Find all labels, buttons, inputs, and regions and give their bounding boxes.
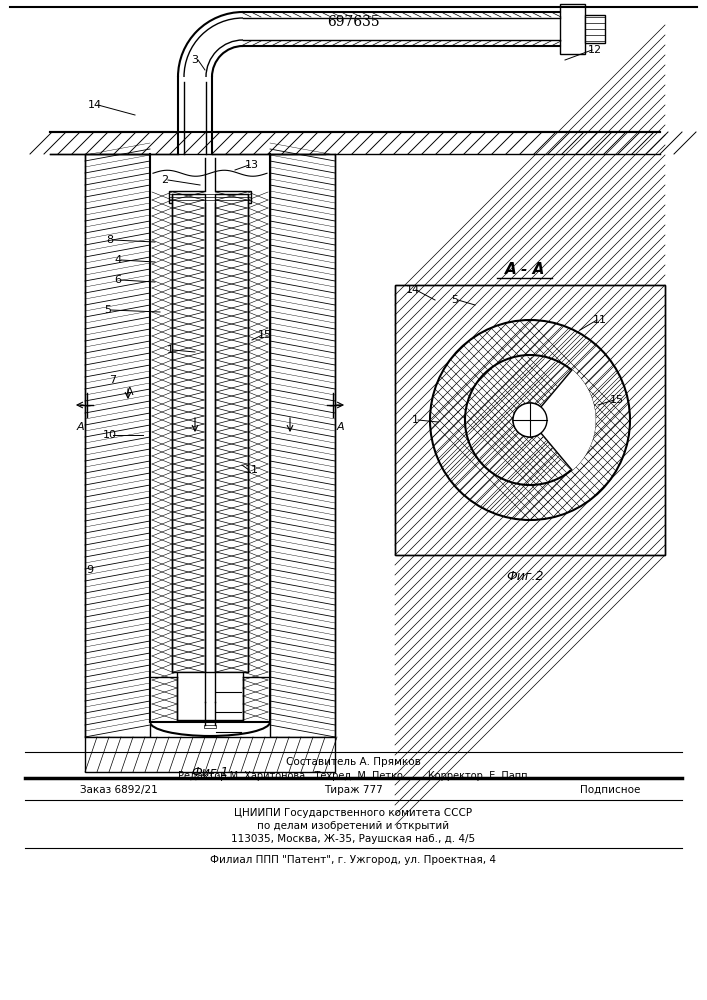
Circle shape: [513, 403, 547, 437]
Text: 13: 13: [245, 160, 259, 170]
Text: A: A: [126, 387, 134, 397]
Bar: [151, 154, 269, 189]
Bar: [85, 154, 150, 737]
Text: Заказ 6892/21: Заказ 6892/21: [80, 785, 158, 795]
Bar: [172, 194, 205, 672]
Text: Филиал ППП "Патент", г. Ужгород, ул. Проектная, 4: Филиал ППП "Патент", г. Ужгород, ул. Про…: [210, 855, 496, 865]
Bar: [560, 4, 585, 54]
Text: Тираж 777: Тираж 777: [324, 785, 382, 795]
Bar: [205, 99, 215, 717]
Text: по делам изобретений и открытий: по делам изобретений и открытий: [257, 821, 449, 831]
Text: 6: 6: [115, 275, 122, 285]
Text: 14: 14: [88, 100, 102, 110]
Bar: [85, 737, 335, 772]
Bar: [395, 285, 665, 555]
Text: А - А: А - А: [505, 262, 545, 277]
Text: 2: 2: [161, 175, 168, 185]
Text: 5: 5: [452, 295, 459, 305]
Text: 14: 14: [406, 285, 420, 295]
Text: 3: 3: [192, 55, 199, 65]
Bar: [169, 191, 251, 203]
Bar: [585, 15, 605, 43]
Text: 10: 10: [103, 430, 117, 440]
Text: 8: 8: [107, 235, 114, 245]
Text: А: А: [76, 422, 84, 432]
Text: Подписное: Подписное: [580, 785, 640, 795]
Polygon shape: [530, 370, 595, 470]
Text: 113035, Москва, Ж-35, Раушская наб., д. 4/5: 113035, Москва, Ж-35, Раушская наб., д. …: [231, 834, 475, 844]
Text: 12: 12: [588, 45, 602, 55]
Bar: [151, 154, 269, 722]
Text: А: А: [337, 422, 344, 432]
Circle shape: [465, 355, 595, 485]
Bar: [270, 154, 335, 737]
Bar: [177, 672, 243, 720]
Text: 7: 7: [110, 375, 117, 385]
Text: Фиг.1: Фиг.1: [192, 766, 229, 778]
Text: 15: 15: [610, 395, 624, 405]
Bar: [395, 285, 665, 555]
Circle shape: [465, 355, 595, 485]
Text: 15: 15: [258, 330, 272, 340]
Text: 4: 4: [115, 255, 122, 265]
Bar: [50, 132, 660, 154]
Bar: [215, 194, 248, 672]
Text: 1: 1: [411, 415, 419, 425]
Text: 11: 11: [593, 315, 607, 325]
Text: Фиг.2: Фиг.2: [506, 570, 544, 584]
Bar: [204, 725, 216, 728]
Text: 697635: 697635: [327, 15, 380, 29]
Text: ЦНИИПИ Государственного комитета СССР: ЦНИИПИ Государственного комитета СССР: [234, 808, 472, 818]
Text: 11: 11: [245, 465, 259, 475]
Text: 1: 1: [167, 345, 173, 355]
Text: Редактор М. Харитонова   Техред  М. Петко        Корректор  Е. Папп: Редактор М. Харитонова Техред М. Петко К…: [178, 771, 527, 781]
Text: Составитель А. Прямков: Составитель А. Прямков: [286, 757, 421, 767]
Text: 9: 9: [86, 565, 93, 575]
Circle shape: [430, 320, 630, 520]
Text: 5: 5: [105, 305, 112, 315]
Circle shape: [513, 403, 547, 437]
